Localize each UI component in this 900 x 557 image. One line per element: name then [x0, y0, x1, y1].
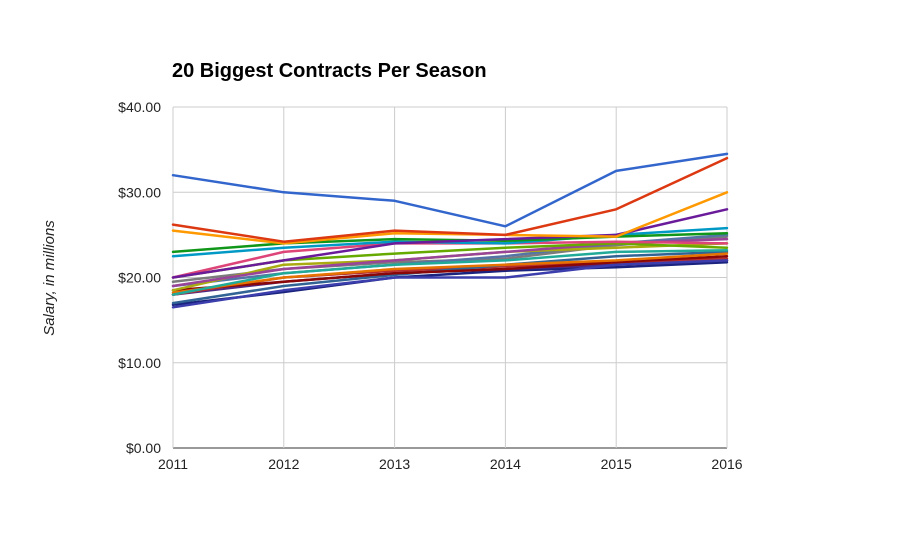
- series-line: [171, 156, 729, 243]
- series-line: [171, 152, 729, 228]
- series-line: [171, 252, 729, 295]
- y-tick-label: $30.00: [118, 184, 161, 200]
- series-lines: [171, 152, 729, 309]
- series-line: [171, 254, 729, 292]
- y-tick-label: $10.00: [118, 355, 161, 371]
- series-line: [171, 208, 729, 279]
- y-tick-label: $20.00: [118, 270, 161, 286]
- series-line: [171, 191, 729, 245]
- x-tick-label: 2014: [490, 456, 521, 472]
- series-line: [171, 226, 729, 258]
- series-line: [171, 259, 729, 309]
- series-line: [171, 250, 729, 305]
- x-tick-labels: 2011 2012 2013 2014 2015 2016: [158, 456, 743, 472]
- y-tick-label: $40.00: [118, 99, 161, 115]
- y-tick-label: $0.00: [126, 440, 161, 456]
- x-tick-label: 2011: [158, 456, 188, 472]
- y-axis-title: Salary, in millions: [41, 220, 58, 336]
- x-tick-label: 2016: [711, 456, 742, 472]
- chart-title: 20 Biggest Contracts Per Season: [172, 60, 487, 82]
- x-tick-label: 2012: [268, 456, 299, 472]
- series-line: [171, 231, 729, 254]
- x-tick-label: 2015: [601, 456, 632, 472]
- series-line: [171, 248, 729, 296]
- x-tick-label: 2013: [379, 456, 410, 472]
- y-tick-labels: $0.00 $10.00 $20.00 $30.00 $40.00: [118, 99, 161, 456]
